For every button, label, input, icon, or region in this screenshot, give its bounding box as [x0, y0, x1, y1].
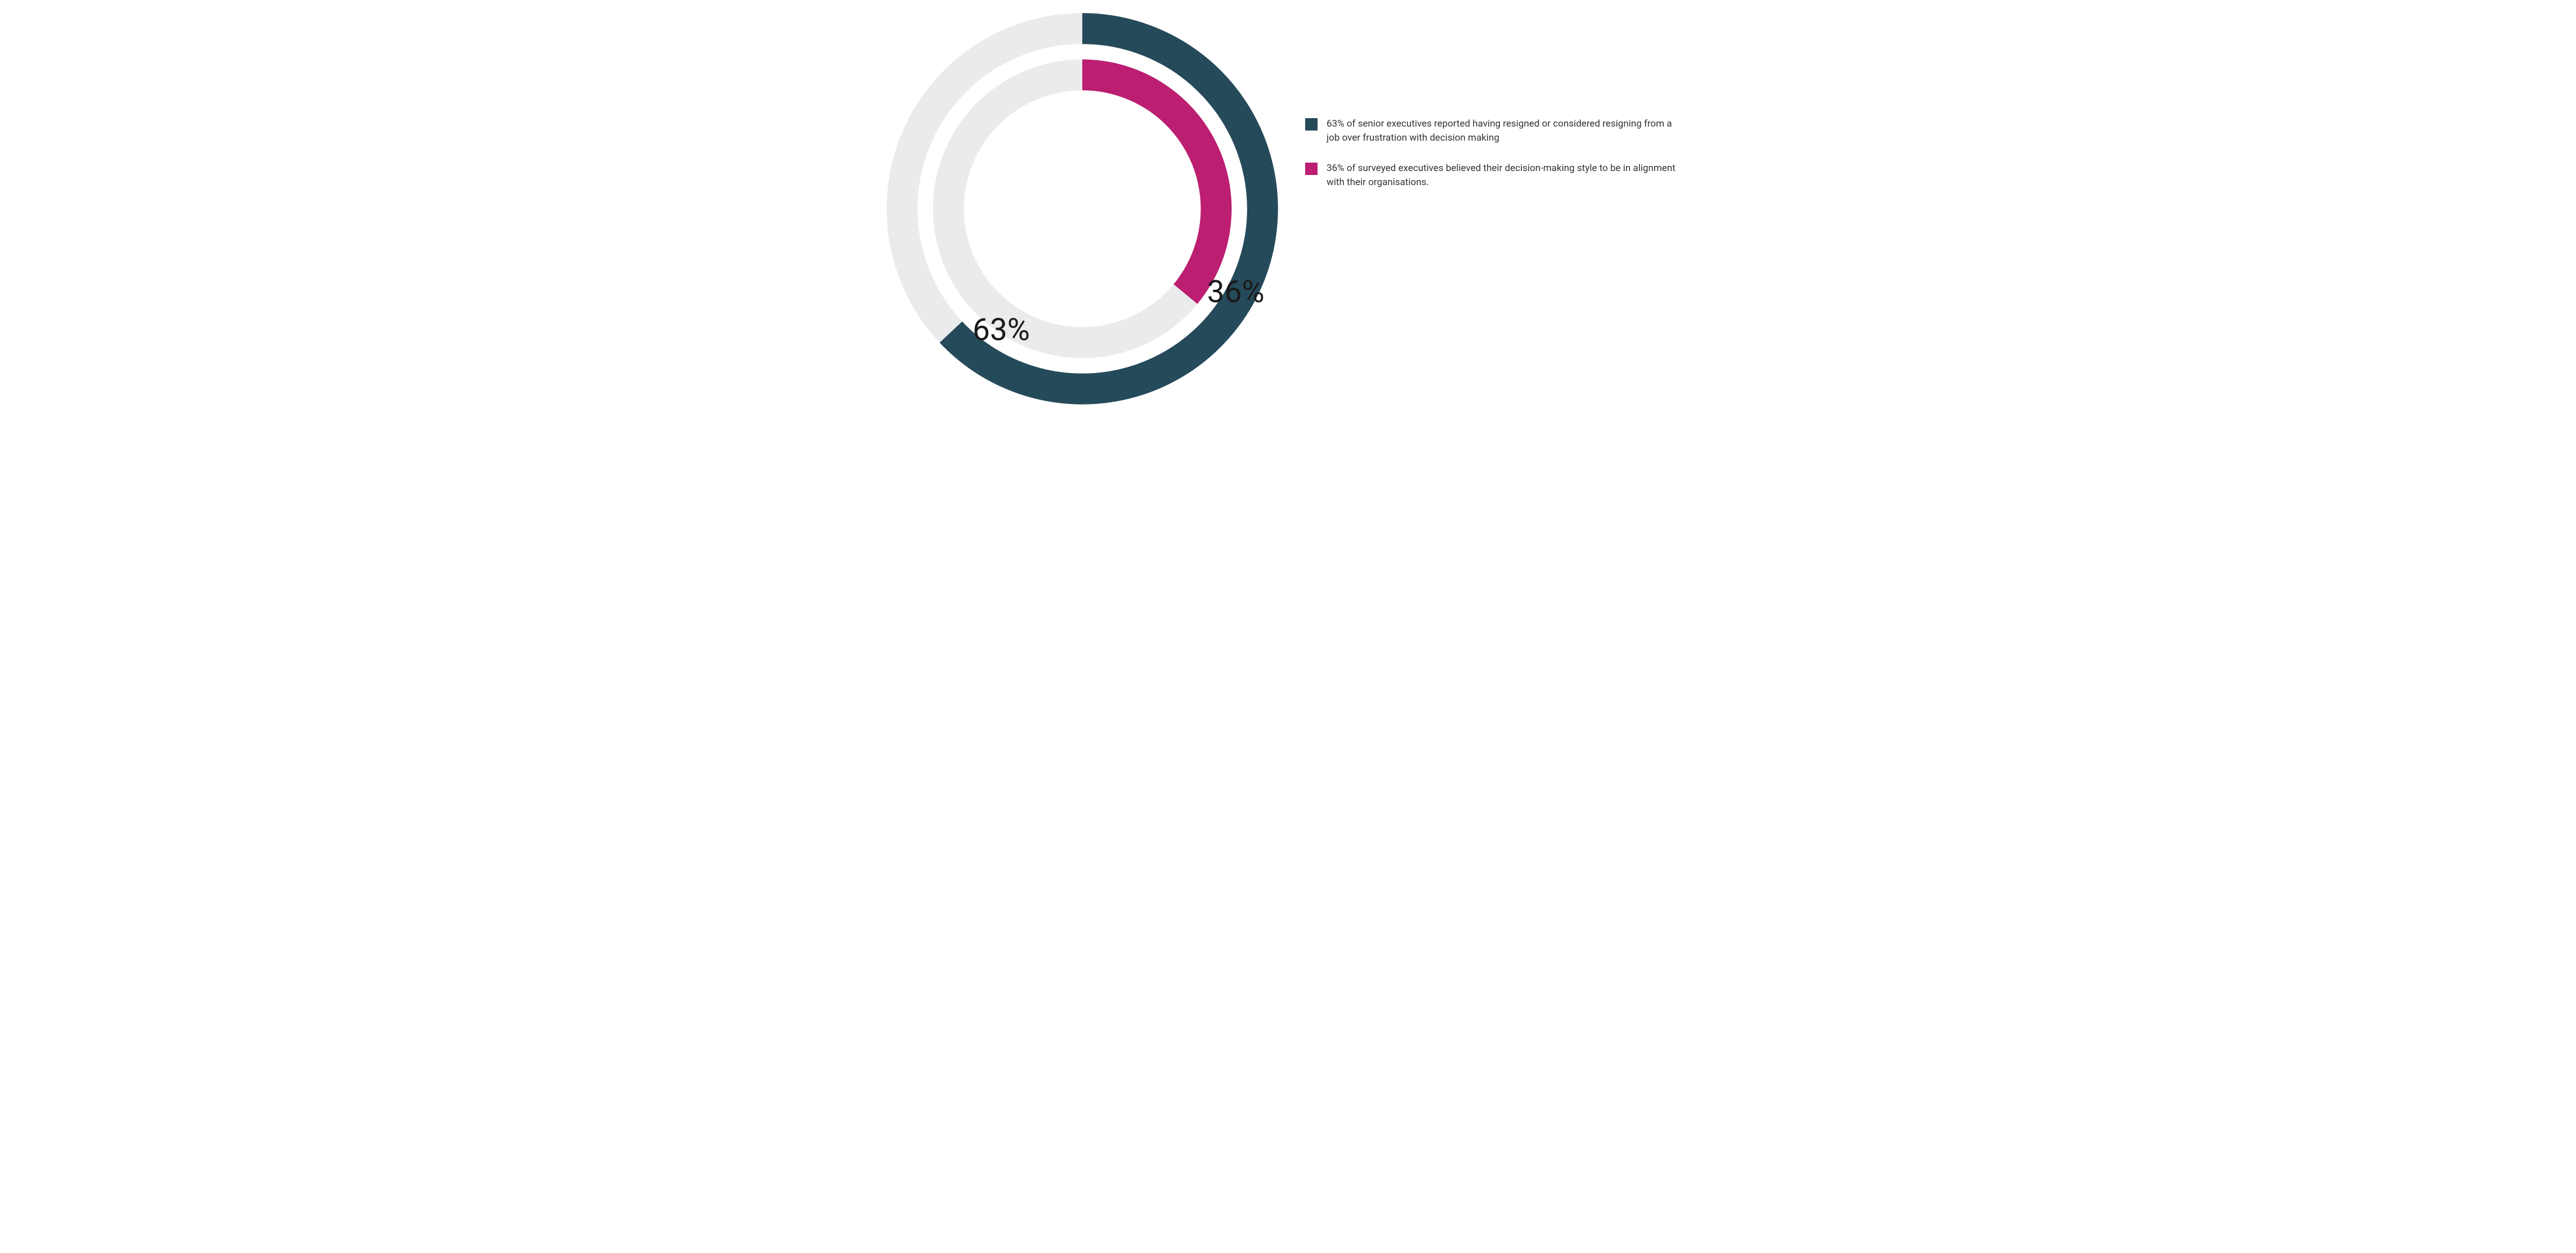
- inner-ring-pct-label: 36%: [1207, 274, 1264, 310]
- rings-svg: 63% 36%: [876, 0, 1288, 417]
- legend: 63% of senior executives reported having…: [1305, 117, 1683, 190]
- legend-item: 36% of surveyed executives believed thei…: [1305, 161, 1683, 190]
- legend-swatch: [1305, 163, 1318, 175]
- legend-item: 63% of senior executives reported having…: [1305, 117, 1683, 146]
- radial-chart: 63% 36%: [876, 0, 1288, 417]
- inner-ring-arc: [1082, 75, 1216, 294]
- legend-text: 63% of senior executives reported having…: [1327, 117, 1683, 146]
- chart-canvas: 63% 36% 63% of senior executives reporte…: [859, 0, 1717, 417]
- legend-swatch: [1305, 118, 1318, 131]
- outer-ring-pct-label: 63%: [972, 312, 1029, 348]
- legend-text: 36% of surveyed executives believed thei…: [1327, 161, 1683, 190]
